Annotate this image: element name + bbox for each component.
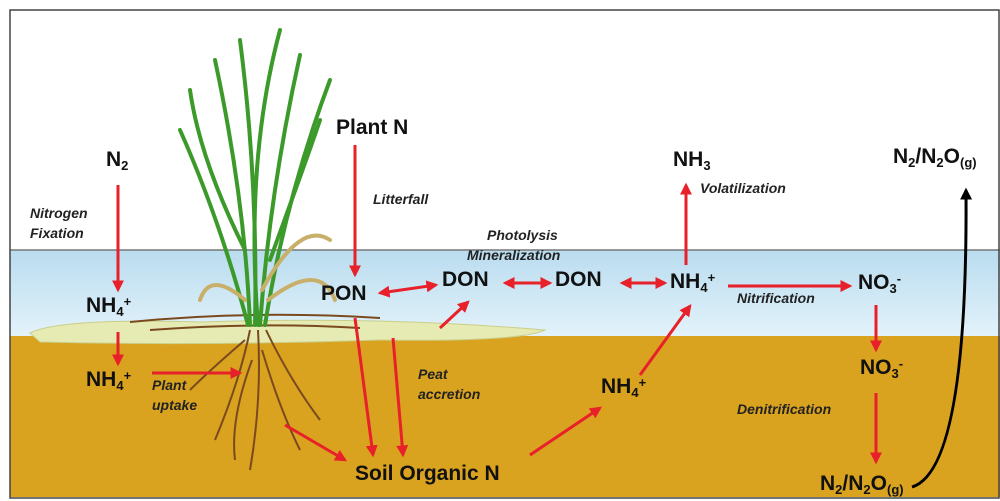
species-label: N2/N2O(g): [893, 145, 977, 170]
script-part: 3: [892, 366, 899, 381]
text-part: O: [871, 472, 887, 495]
species-label: N2/N2O(g): [820, 472, 904, 497]
script-part: 4: [116, 378, 124, 393]
text-part: O: [944, 145, 960, 168]
species-label: NO3-: [860, 356, 903, 381]
script-part: -: [897, 271, 901, 286]
script-part: 3: [703, 158, 710, 173]
text-part: DON: [555, 268, 602, 291]
process-label: Nitrogen: [30, 205, 88, 221]
text-part: DON: [442, 268, 489, 291]
peat-layer: [29, 319, 547, 345]
text-part: NO: [858, 271, 890, 294]
species-label: NH4+: [601, 375, 647, 400]
species-label: NH4+: [86, 368, 132, 393]
text-part: N: [106, 148, 121, 171]
text-part: /N: [842, 472, 863, 495]
script-part: -: [899, 356, 903, 371]
species-label: DON: [442, 268, 489, 291]
script-part: 4: [631, 385, 639, 400]
process-label: accretion: [418, 386, 480, 402]
process-label: Denitrification: [737, 401, 831, 417]
script-part: 3: [890, 281, 897, 296]
process-label: Fixation: [30, 225, 84, 241]
script-part: +: [124, 294, 132, 309]
text-part: NO: [860, 356, 892, 379]
script-part: 4: [116, 304, 124, 319]
script-part: (g): [960, 155, 977, 170]
process-label: Volatilization: [700, 180, 786, 196]
text-part: NH: [86, 294, 116, 317]
species-label: NO3-: [858, 271, 901, 296]
script-part: +: [639, 375, 647, 390]
arrows: [112, 145, 973, 489]
soil-layer: [10, 336, 1000, 497]
species-label: NH4+: [86, 294, 132, 319]
frame: [9, 9, 1000, 499]
species-label: NH3: [673, 148, 711, 173]
process-label: Litterfall: [373, 191, 429, 207]
text-part: N: [820, 472, 835, 495]
text-part: Plant N: [336, 116, 408, 139]
process-label: Photolysis: [487, 227, 558, 243]
text-part: NH: [86, 368, 116, 391]
process-label: Peat: [418, 366, 449, 382]
species-label: Soil Organic N: [355, 462, 500, 485]
script-part: 2: [936, 155, 943, 170]
process-label: uptake: [152, 397, 197, 413]
species-label: NH4+: [670, 270, 716, 295]
script-part: +: [124, 368, 132, 383]
text-part: NH: [673, 148, 703, 171]
species-label: PON: [321, 282, 367, 305]
species-label: Plant N: [336, 116, 408, 139]
script-part: 2: [863, 482, 870, 497]
text-part: N: [893, 145, 908, 168]
script-part: 2: [121, 158, 128, 173]
text-part: NH: [601, 375, 631, 398]
script-part: 2: [835, 482, 842, 497]
text-part: /N: [915, 145, 936, 168]
script-part: +: [708, 270, 716, 285]
species-label: N2: [106, 148, 128, 173]
text-part: Soil Organic N: [355, 462, 500, 485]
script-part: 2: [908, 155, 915, 170]
species-label: DON: [555, 268, 602, 291]
process-label: Plant: [152, 377, 188, 393]
process-label: Nitrification: [737, 290, 815, 306]
script-part: 4: [700, 280, 708, 295]
text-part: PON: [321, 282, 367, 305]
script-part: (g): [887, 482, 904, 497]
text-part: NH: [670, 270, 700, 293]
plant: [178, 28, 337, 327]
process-label: Mineralization: [467, 247, 560, 263]
